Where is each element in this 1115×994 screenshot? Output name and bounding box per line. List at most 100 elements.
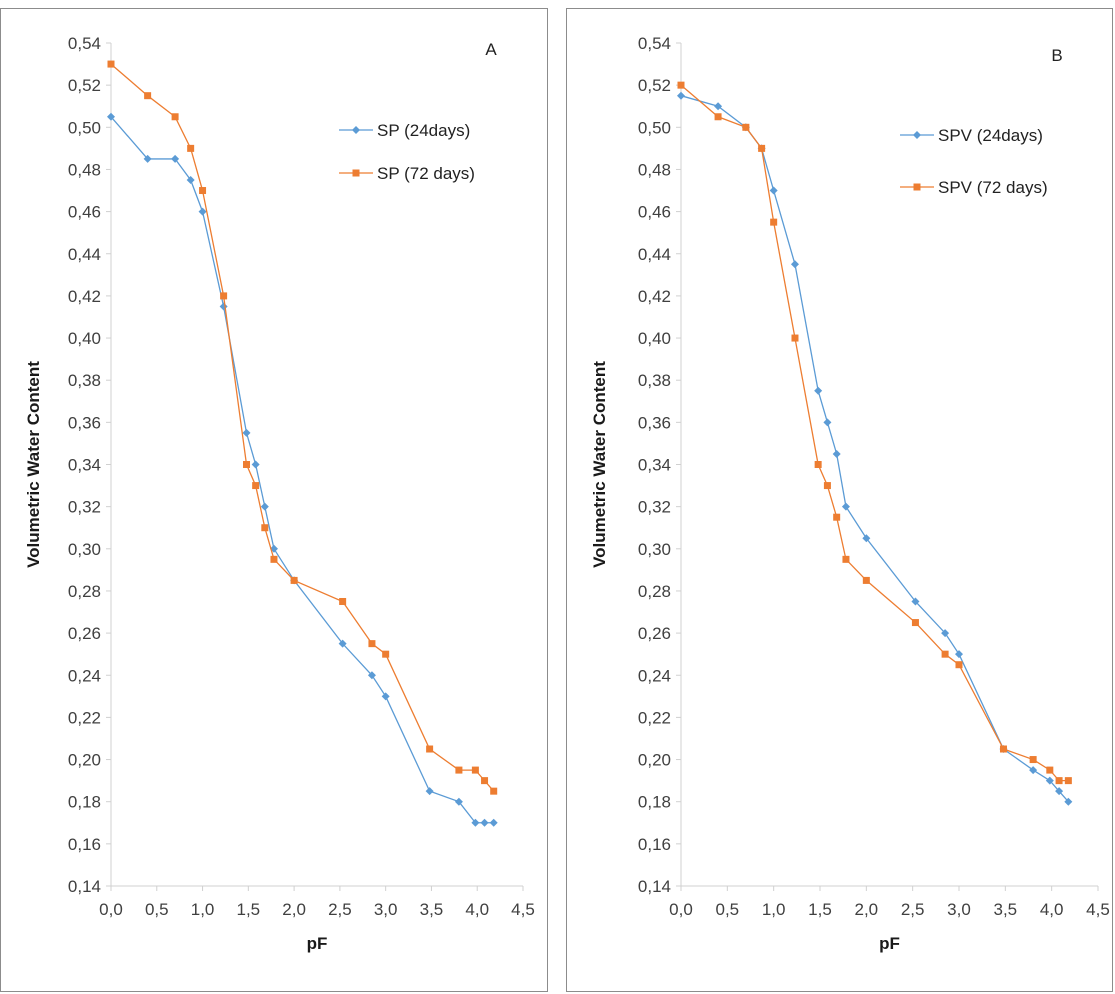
x-tick-label: 1,5 [237,900,261,919]
panel-label: A [485,40,497,59]
y-tick-label: 0,14 [68,877,101,896]
data-point [714,102,723,111]
x-tick-label: 2,0 [282,900,306,919]
data-point [171,154,180,163]
chart-panel-b: 0,14 0,16 0,18 0,20 0,22 0,24 0,26 0,28 0,30 0,32… [566,8,1113,992]
x-tick-label: 2,5 [901,900,925,919]
data-point [791,334,799,342]
legend-swatch-marker [352,169,360,177]
x-tick-label: 3,5 [420,900,444,919]
chart-svg-b: 0,14 0,16 0,18 0,20 0,22 0,24 0,26 0,28 0,30 0,32… [590,34,1110,953]
y-tick-label: 0,48 [638,160,671,179]
data-point [251,460,260,469]
data-point [480,818,489,827]
y-tick-label: 0,14 [638,877,671,896]
y-tick-label: 0,28 [68,582,101,601]
data-point [490,787,498,795]
data-point [382,650,390,658]
data-point [841,502,850,511]
y-tick-label: 0,46 [638,203,671,222]
x-tick-label: 3,5 [994,900,1018,919]
x-axis-title: pF [879,934,900,953]
y-tick-label: 0,34 [68,456,101,475]
x-tick-label: 1,5 [808,900,832,919]
x-axis-title: pF [307,934,328,953]
legend-label: SP (24days) [377,121,470,140]
chart-panel-a: 0,14 0,16 0,18 0,20 0,22 0,24 0,26 0,28 0,30 0,32… [0,8,548,992]
data-point [107,112,115,121]
data-point [471,766,479,774]
data-point [1055,777,1063,785]
y-axis-title: Volumetric Water Content [24,361,43,568]
legend-label: SPV (24days) [938,126,1043,145]
x-tick-label: 1,0 [191,900,215,919]
data-point [814,461,822,468]
y-tick-label: 0,42 [638,287,671,306]
y-tick-label: 0,22 [638,708,671,727]
data-point [261,524,269,532]
y-tick-label: 0,44 [638,245,671,264]
panel-label: B [1051,46,1062,65]
x-tick-label: 1,0 [762,900,786,919]
data-point [243,461,251,468]
data-point [252,482,260,490]
y-tick-label: 0,48 [68,160,101,179]
data-point [270,555,278,563]
data-point [219,302,228,311]
legend-label: SP (72 days) [377,164,475,183]
data-point [941,629,950,638]
data-point [471,818,480,827]
data-point [187,144,195,152]
data-point [426,745,434,753]
legend-swatch-marker [913,131,921,139]
data-point [955,661,963,669]
data-point [260,502,269,511]
x-tick-label: 2,5 [328,900,352,919]
data-point [143,154,152,163]
series-line-1 [680,95,1069,803]
x-tick-label: 4,0 [465,900,489,919]
data-point [425,787,434,796]
data-point [290,576,298,584]
data-point [911,619,919,627]
y-tick-label: 0,32 [638,498,671,517]
data-point [770,218,778,226]
data-point [742,123,750,131]
y-tick-label: 0,16 [638,835,671,854]
data-point [1029,766,1038,775]
data-point [339,597,347,605]
y-tick-label: 0,38 [68,371,101,390]
data-point [198,207,207,216]
data-point [1064,777,1072,785]
y-tick-label: 0,26 [638,624,671,643]
data-point [911,597,920,606]
y-tick-label: 0,30 [638,540,671,559]
y-tick-label: 0,34 [638,456,671,475]
y-tick-label: 0,30 [68,540,101,559]
y-tick-label: 0,50 [68,118,101,137]
y-tick-label: 0,44 [68,245,101,264]
data-point [823,418,832,427]
data-point [144,92,152,100]
x-tick-label: 0,0 [99,900,123,919]
y-tick-label: 0,40 [638,329,671,348]
y-tick-label: 0,18 [638,793,671,812]
y-tick-label: 0,40 [68,329,101,348]
data-point [454,797,463,806]
x-tick-label: 3,0 [947,900,971,919]
data-point [955,650,963,659]
data-point [186,175,195,184]
legend-swatch-marker [913,183,921,191]
y-tick-label: 0,16 [68,835,101,854]
legend-label: SPV (72 days) [938,178,1048,197]
y-tick-label: 0,38 [638,371,671,390]
data-point [455,766,463,774]
y-tick-label: 0,28 [638,582,671,601]
data-point [107,60,115,68]
x-tick-label: 4,5 [1086,900,1110,919]
x-tick-label: 4,0 [1040,900,1064,919]
data-point [790,260,799,269]
data-point [368,640,376,648]
y-tick-label: 0,52 [638,76,671,95]
data-point [714,113,722,121]
